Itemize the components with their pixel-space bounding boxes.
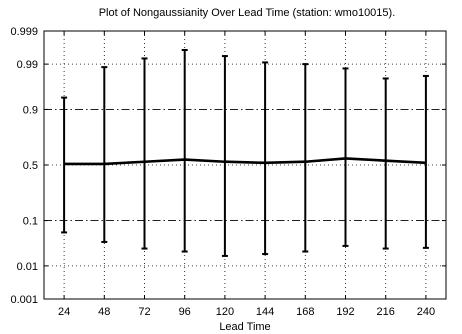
plot-frame: [43, 30, 447, 300]
x-tick-label: 216: [377, 306, 395, 318]
x-tick-label: 144: [256, 306, 274, 318]
y-tick-label: 0.01: [17, 261, 38, 273]
y-tick-label: 0.999: [10, 26, 38, 38]
x-tick-label: 240: [417, 306, 435, 318]
chart-title: Plot of Nongaussianity Over Lead Time (s…: [99, 7, 396, 19]
x-tick-label: 72: [138, 306, 150, 318]
series-polyline: [64, 157, 426, 166]
x-tick-label: 120: [216, 306, 234, 318]
series-line: [64, 157, 426, 166]
x-tick-labels: 24 48 72 96 120 144 168 192 216 240: [58, 306, 435, 318]
y-tick-label: 0.9: [23, 104, 38, 116]
y-tick-label: 0.99: [17, 59, 38, 71]
y-tick-label: 0.1: [23, 216, 38, 228]
error-bars: [61, 48, 429, 257]
y-tick-label: 0.001: [10, 294, 38, 306]
y-tick-labels: 0.001 0.01 0.1 0.5 0.9 0.99 0.999: [10, 26, 38, 306]
x-tick-label: 24: [58, 306, 70, 318]
y-tick-label: 0.5: [23, 160, 38, 172]
x-tick-label: 48: [98, 306, 110, 318]
x-tick-label: 168: [296, 306, 314, 318]
x-tick-label: 96: [179, 306, 191, 318]
x-tick-label: 192: [336, 306, 354, 318]
x-axis-label: Lead Time: [219, 321, 270, 333]
